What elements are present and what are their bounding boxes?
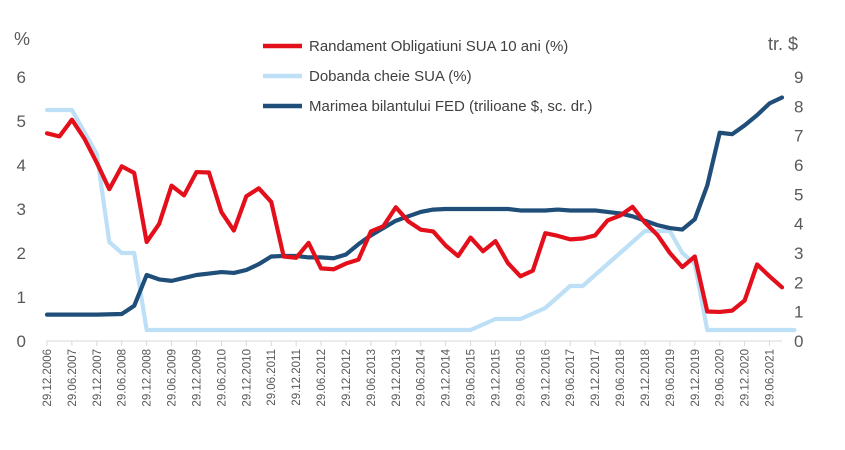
legend-label-yield: Randament Obligatiuni SUA 10 ani (%) bbox=[309, 38, 568, 55]
x-tick-label: 29.12.2012 bbox=[341, 349, 353, 407]
right-tick-label: 6 bbox=[794, 156, 803, 175]
series-layer bbox=[44, 95, 797, 333]
x-tick-label: 29.12.2017 bbox=[590, 349, 602, 407]
x-tick-label: 29.06.2017 bbox=[565, 349, 577, 407]
right-axis-unit: tr. $ bbox=[768, 34, 798, 54]
x-tick-label: 29.06.2016 bbox=[515, 349, 527, 407]
left-tick-label: 6 bbox=[17, 68, 26, 87]
legend: Randament Obligatiuni SUA 10 ani (%) Dob… bbox=[263, 38, 592, 115]
fed-balance-line-group bbox=[44, 95, 785, 317]
x-tick-label: 29.12.2014 bbox=[441, 348, 453, 406]
right-tick-label: 9 bbox=[794, 68, 803, 87]
legend-item-yield: Randament Obligatiuni SUA 10 ani (%) bbox=[263, 38, 568, 55]
x-tick-label: 29.12.2018 bbox=[640, 349, 652, 407]
x-tick-label: 29.12.2010 bbox=[241, 349, 253, 407]
x-tick-label: 29.06.2009 bbox=[167, 349, 179, 407]
right-tick-label: 3 bbox=[794, 244, 803, 263]
x-tick-label: 29.06.2012 bbox=[316, 349, 328, 407]
left-tick-label: 1 bbox=[17, 288, 26, 307]
x-tick-label: 29.12.2008 bbox=[142, 349, 154, 407]
x-tick-label: 29.06.2019 bbox=[665, 349, 677, 407]
yield-line-group bbox=[44, 117, 785, 315]
x-tick-label: 29.06.2011 bbox=[266, 349, 278, 406]
left-axis-unit: % bbox=[14, 29, 30, 49]
key-rate-line-group bbox=[44, 107, 797, 333]
x-tick-label: 29.12.2013 bbox=[391, 349, 403, 407]
legend-label-key-rate: Dobanda cheie SUA (%) bbox=[309, 68, 472, 85]
x-axis-ticks: 29.12.2006 29.06.2007 29.12.2007 29.06.2008… bbox=[42, 341, 777, 407]
right-tick-label: 7 bbox=[794, 127, 803, 146]
x-tick-label: 29.06.2013 bbox=[366, 349, 378, 407]
right-tick-label: 0 bbox=[794, 332, 803, 351]
right-axis-ticks: 0 1 2 3 4 5 6 7 8 9 bbox=[794, 68, 803, 351]
yield-line bbox=[44, 117, 785, 315]
key-rate-line bbox=[44, 107, 797, 333]
left-tick-label: 4 bbox=[17, 156, 26, 175]
x-tick-label: 29.12.2011 bbox=[291, 349, 303, 406]
x-tick-label: 29.06.2010 bbox=[216, 349, 228, 407]
x-tick-label: 29.12.2015 bbox=[490, 349, 502, 407]
right-tick-label: 2 bbox=[794, 273, 803, 292]
legend-item-key-rate: Dobanda cheie SUA (%) bbox=[263, 68, 472, 85]
left-tick-label: 5 bbox=[17, 112, 26, 131]
x-tick-label: 29.06.2008 bbox=[117, 349, 129, 407]
left-tick-label: 2 bbox=[17, 244, 26, 263]
right-tick-label: 5 bbox=[794, 185, 803, 204]
legend-label-fed-balance: Marimea bilantului FED (trilioane $, sc.… bbox=[309, 98, 592, 115]
x-tick-label: 29.12.2007 bbox=[92, 349, 104, 407]
x-tick-label: 29.12.2019 bbox=[690, 349, 702, 407]
left-tick-label: 3 bbox=[17, 200, 26, 219]
right-tick-label: 8 bbox=[794, 97, 803, 116]
x-tick-label: 29.06.2020 bbox=[715, 349, 727, 407]
x-tick-label: 29.06.2014 bbox=[416, 348, 428, 406]
left-tick-label: 0 bbox=[17, 332, 26, 351]
fed-balance-line bbox=[44, 95, 785, 317]
legend-item-fed-balance: Marimea bilantului FED (trilioane $, sc.… bbox=[263, 98, 592, 115]
right-tick-label: 4 bbox=[794, 215, 803, 234]
x-tick-label: 29.12.2016 bbox=[540, 349, 552, 407]
x-tick-label: 29.12.2009 bbox=[191, 349, 203, 407]
x-tick-label: 29.06.2015 bbox=[466, 349, 478, 407]
x-tick-label: 29.12.2020 bbox=[740, 349, 752, 407]
right-tick-label: 1 bbox=[794, 303, 803, 322]
left-axis-ticks: 0 1 2 3 4 5 6 bbox=[17, 68, 26, 351]
x-tick-label: 29.12.2006 bbox=[42, 349, 54, 407]
x-tick-label: 29.06.2007 bbox=[67, 349, 79, 407]
x-tick-label: 29.06.2021 bbox=[765, 349, 777, 407]
x-tick-label: 29.06.2018 bbox=[615, 349, 627, 407]
